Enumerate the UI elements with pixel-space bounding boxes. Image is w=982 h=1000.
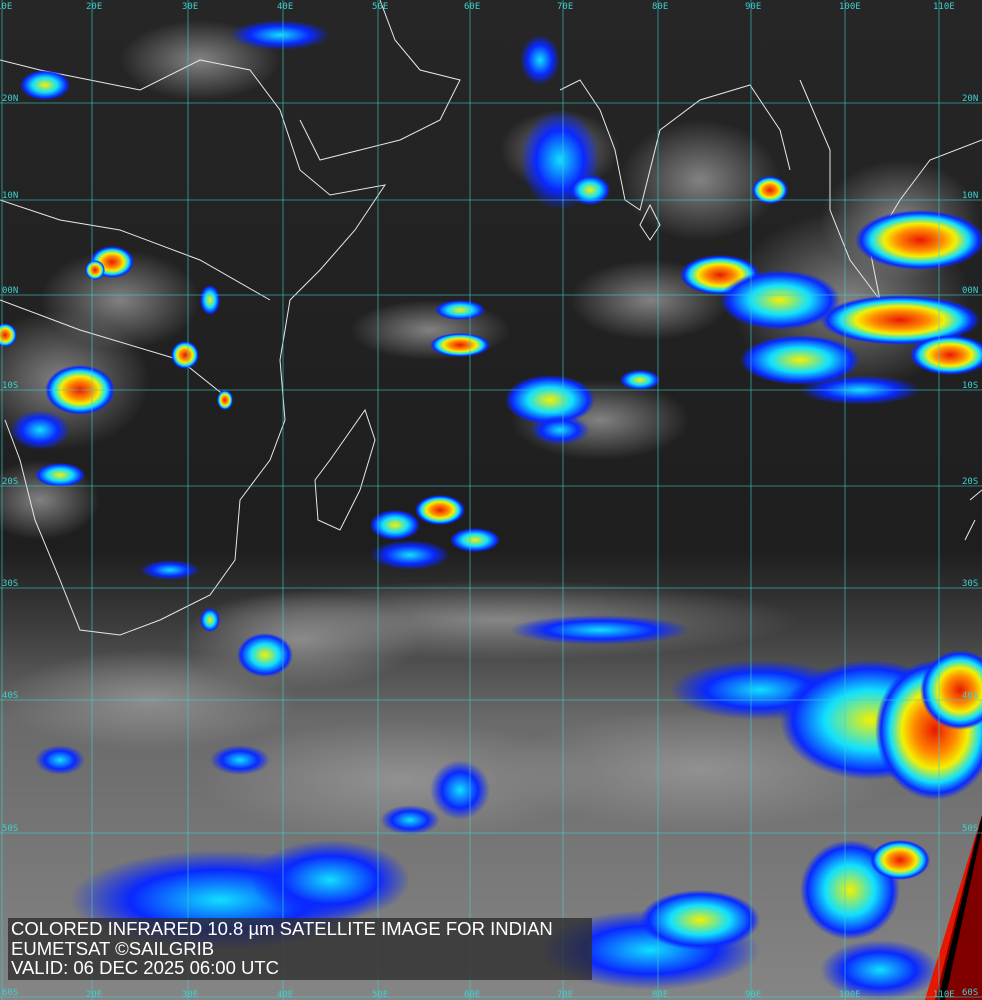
longitude-label-top: 110E bbox=[933, 2, 955, 12]
convective-cloud bbox=[450, 528, 500, 552]
caption-title: COLORED INFRARED 10.8 µm SATELLITE IMAGE… bbox=[11, 918, 553, 939]
convective-cloud bbox=[0, 323, 17, 347]
longitude-label-top: 90E bbox=[745, 2, 761, 12]
convective-cloud bbox=[620, 370, 660, 390]
latitude-label-left: 10S bbox=[2, 381, 18, 391]
image-caption: COLORED INFRARED 10.8 µm SATELLITE IMAGE… bbox=[8, 918, 592, 980]
convective-cloud bbox=[237, 633, 293, 677]
coastlines bbox=[0, 0, 982, 636]
longitude-label-bottom: 50E bbox=[372, 990, 388, 1000]
convective-cloud bbox=[530, 415, 590, 445]
latitude-label-left: 10N bbox=[2, 191, 18, 201]
convective-cloud bbox=[820, 295, 980, 345]
latitude-label-right: 50S bbox=[962, 824, 978, 834]
convective-cloud bbox=[217, 390, 233, 410]
longitude-label-bottom: 80E bbox=[652, 990, 668, 1000]
latitude-label-right: 00N bbox=[962, 286, 978, 296]
convective-cloud bbox=[430, 760, 490, 820]
convective-cloud bbox=[520, 35, 560, 85]
convective-cloud bbox=[920, 650, 982, 730]
longitude-label-bottom: 90E bbox=[745, 990, 761, 1000]
longitude-label-top: 60E bbox=[464, 2, 480, 12]
latitude-label-left: 20S bbox=[2, 477, 18, 487]
longitude-label-top: 10E bbox=[0, 2, 12, 12]
longitude-label-top: 80E bbox=[652, 2, 668, 12]
latitude-label-right: 30S bbox=[962, 579, 978, 589]
convective-cloud bbox=[720, 270, 840, 330]
latitude-label-right: 10S bbox=[962, 381, 978, 391]
convective-cloud bbox=[415, 495, 465, 525]
longitude-label-top: 100E bbox=[839, 2, 861, 12]
longitude-label-top: 50E bbox=[372, 2, 388, 12]
convective-cloud bbox=[210, 745, 270, 775]
convective-cloud bbox=[35, 463, 85, 487]
convective-cloud bbox=[370, 510, 420, 540]
gray-cloud bbox=[620, 120, 780, 240]
convective-cloud bbox=[870, 840, 930, 880]
convective-cloud bbox=[140, 560, 200, 580]
convective-cloud bbox=[250, 840, 410, 920]
longitude-label-bottom: 110E bbox=[933, 990, 955, 1000]
convective-cloud bbox=[570, 175, 610, 205]
latitude-label-left: 60S bbox=[2, 988, 18, 998]
longitude-label-bottom: 20E bbox=[86, 990, 102, 1000]
convective-cloud bbox=[10, 410, 70, 450]
convective-cloud bbox=[370, 540, 450, 570]
latitude-label-right: 60S bbox=[962, 988, 978, 998]
convective-cloud bbox=[430, 333, 490, 357]
longitude-label-bottom: 70E bbox=[557, 990, 573, 1000]
convective-cloud bbox=[230, 20, 330, 50]
convective-cloud bbox=[435, 300, 485, 320]
convective-cloud bbox=[820, 940, 940, 1000]
longitude-label-bottom: 40E bbox=[277, 990, 293, 1000]
convective-cloud bbox=[510, 615, 690, 645]
latitude-label-right: 10N bbox=[962, 191, 978, 201]
gray-cloud bbox=[200, 720, 600, 840]
gray-cloud bbox=[350, 300, 510, 360]
latitude-label-right: 20S bbox=[962, 477, 978, 487]
convective-cloud bbox=[200, 608, 220, 632]
convective-cloud bbox=[85, 260, 105, 280]
longitude-label-bottom: 30E bbox=[182, 990, 198, 1000]
longitude-label-top: 30E bbox=[182, 2, 198, 12]
longitude-label-bottom: 60E bbox=[464, 990, 480, 1000]
convective-cloud bbox=[380, 805, 440, 835]
gray-cloud bbox=[40, 250, 200, 350]
longitude-label-top: 20E bbox=[86, 2, 102, 12]
latitude-label-left: 40S bbox=[2, 691, 18, 701]
convective-cloud bbox=[505, 375, 595, 425]
convective-cloud bbox=[640, 890, 760, 950]
longitude-label-top: 70E bbox=[557, 2, 573, 12]
convective-cloud bbox=[171, 341, 199, 369]
convective-cloud bbox=[200, 285, 220, 315]
latitude-label-left: 00N bbox=[2, 286, 18, 296]
latitude-label-right: 40S bbox=[962, 691, 978, 701]
latitude-label-left: 30S bbox=[2, 579, 18, 589]
convective-cloud bbox=[855, 210, 982, 270]
longitude-label-top: 40E bbox=[277, 2, 293, 12]
latitude-label-left: 50S bbox=[2, 824, 18, 834]
caption-source: EUMETSAT ©SAILGRIB bbox=[11, 937, 215, 959]
latitude-label-left: 20N bbox=[2, 94, 18, 104]
convective-cloud bbox=[752, 176, 788, 204]
convective-cloud bbox=[20, 70, 70, 100]
caption-valid-time: VALID: 06 DEC 2025 06:00 UTC bbox=[11, 957, 280, 978]
longitude-label-bottom: 100E bbox=[839, 990, 861, 1000]
latitude-label-right: 20N bbox=[962, 94, 978, 104]
convective-cloud bbox=[740, 335, 860, 385]
convective-cloud bbox=[35, 745, 85, 775]
convective-cloud bbox=[910, 335, 982, 375]
